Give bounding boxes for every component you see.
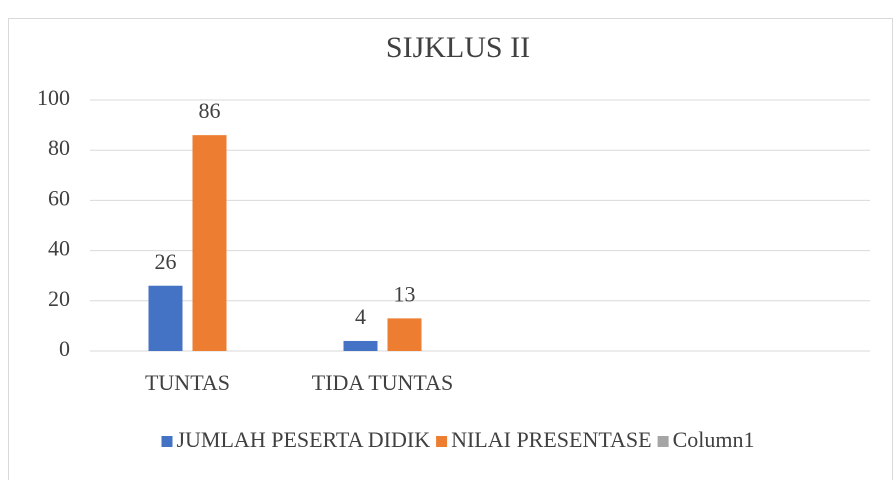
bar xyxy=(387,318,422,351)
data-label: 4 xyxy=(355,304,366,329)
y-tick-label: 20 xyxy=(48,286,70,311)
bar xyxy=(192,135,227,351)
data-label: 26 xyxy=(155,249,177,274)
legend-label: NILAI PRESENTASE xyxy=(451,427,652,452)
legend-label: JUMLAH PESERTA DIDIK xyxy=(176,427,430,452)
legend-swatch xyxy=(161,436,173,447)
y-tick-label: 0 xyxy=(59,336,70,361)
x-tick-label: TIDA TUNTAS xyxy=(312,370,453,395)
data-label: 86 xyxy=(199,98,221,123)
x-tick-label: TUNTAS xyxy=(145,370,230,395)
chart-title: SIJKLUS II xyxy=(386,31,530,64)
y-tick-label: 80 xyxy=(48,135,70,160)
bar xyxy=(148,285,183,351)
legend-label: Column1 xyxy=(673,427,755,452)
legend-swatch xyxy=(436,436,448,447)
y-tick-label: 100 xyxy=(37,85,70,110)
data-label: 13 xyxy=(394,281,416,306)
bar xyxy=(343,340,378,351)
y-tick-label: 40 xyxy=(48,236,70,261)
legend-swatch xyxy=(657,436,669,447)
y-tick-label: 60 xyxy=(48,185,70,210)
chart-area xyxy=(8,18,893,480)
